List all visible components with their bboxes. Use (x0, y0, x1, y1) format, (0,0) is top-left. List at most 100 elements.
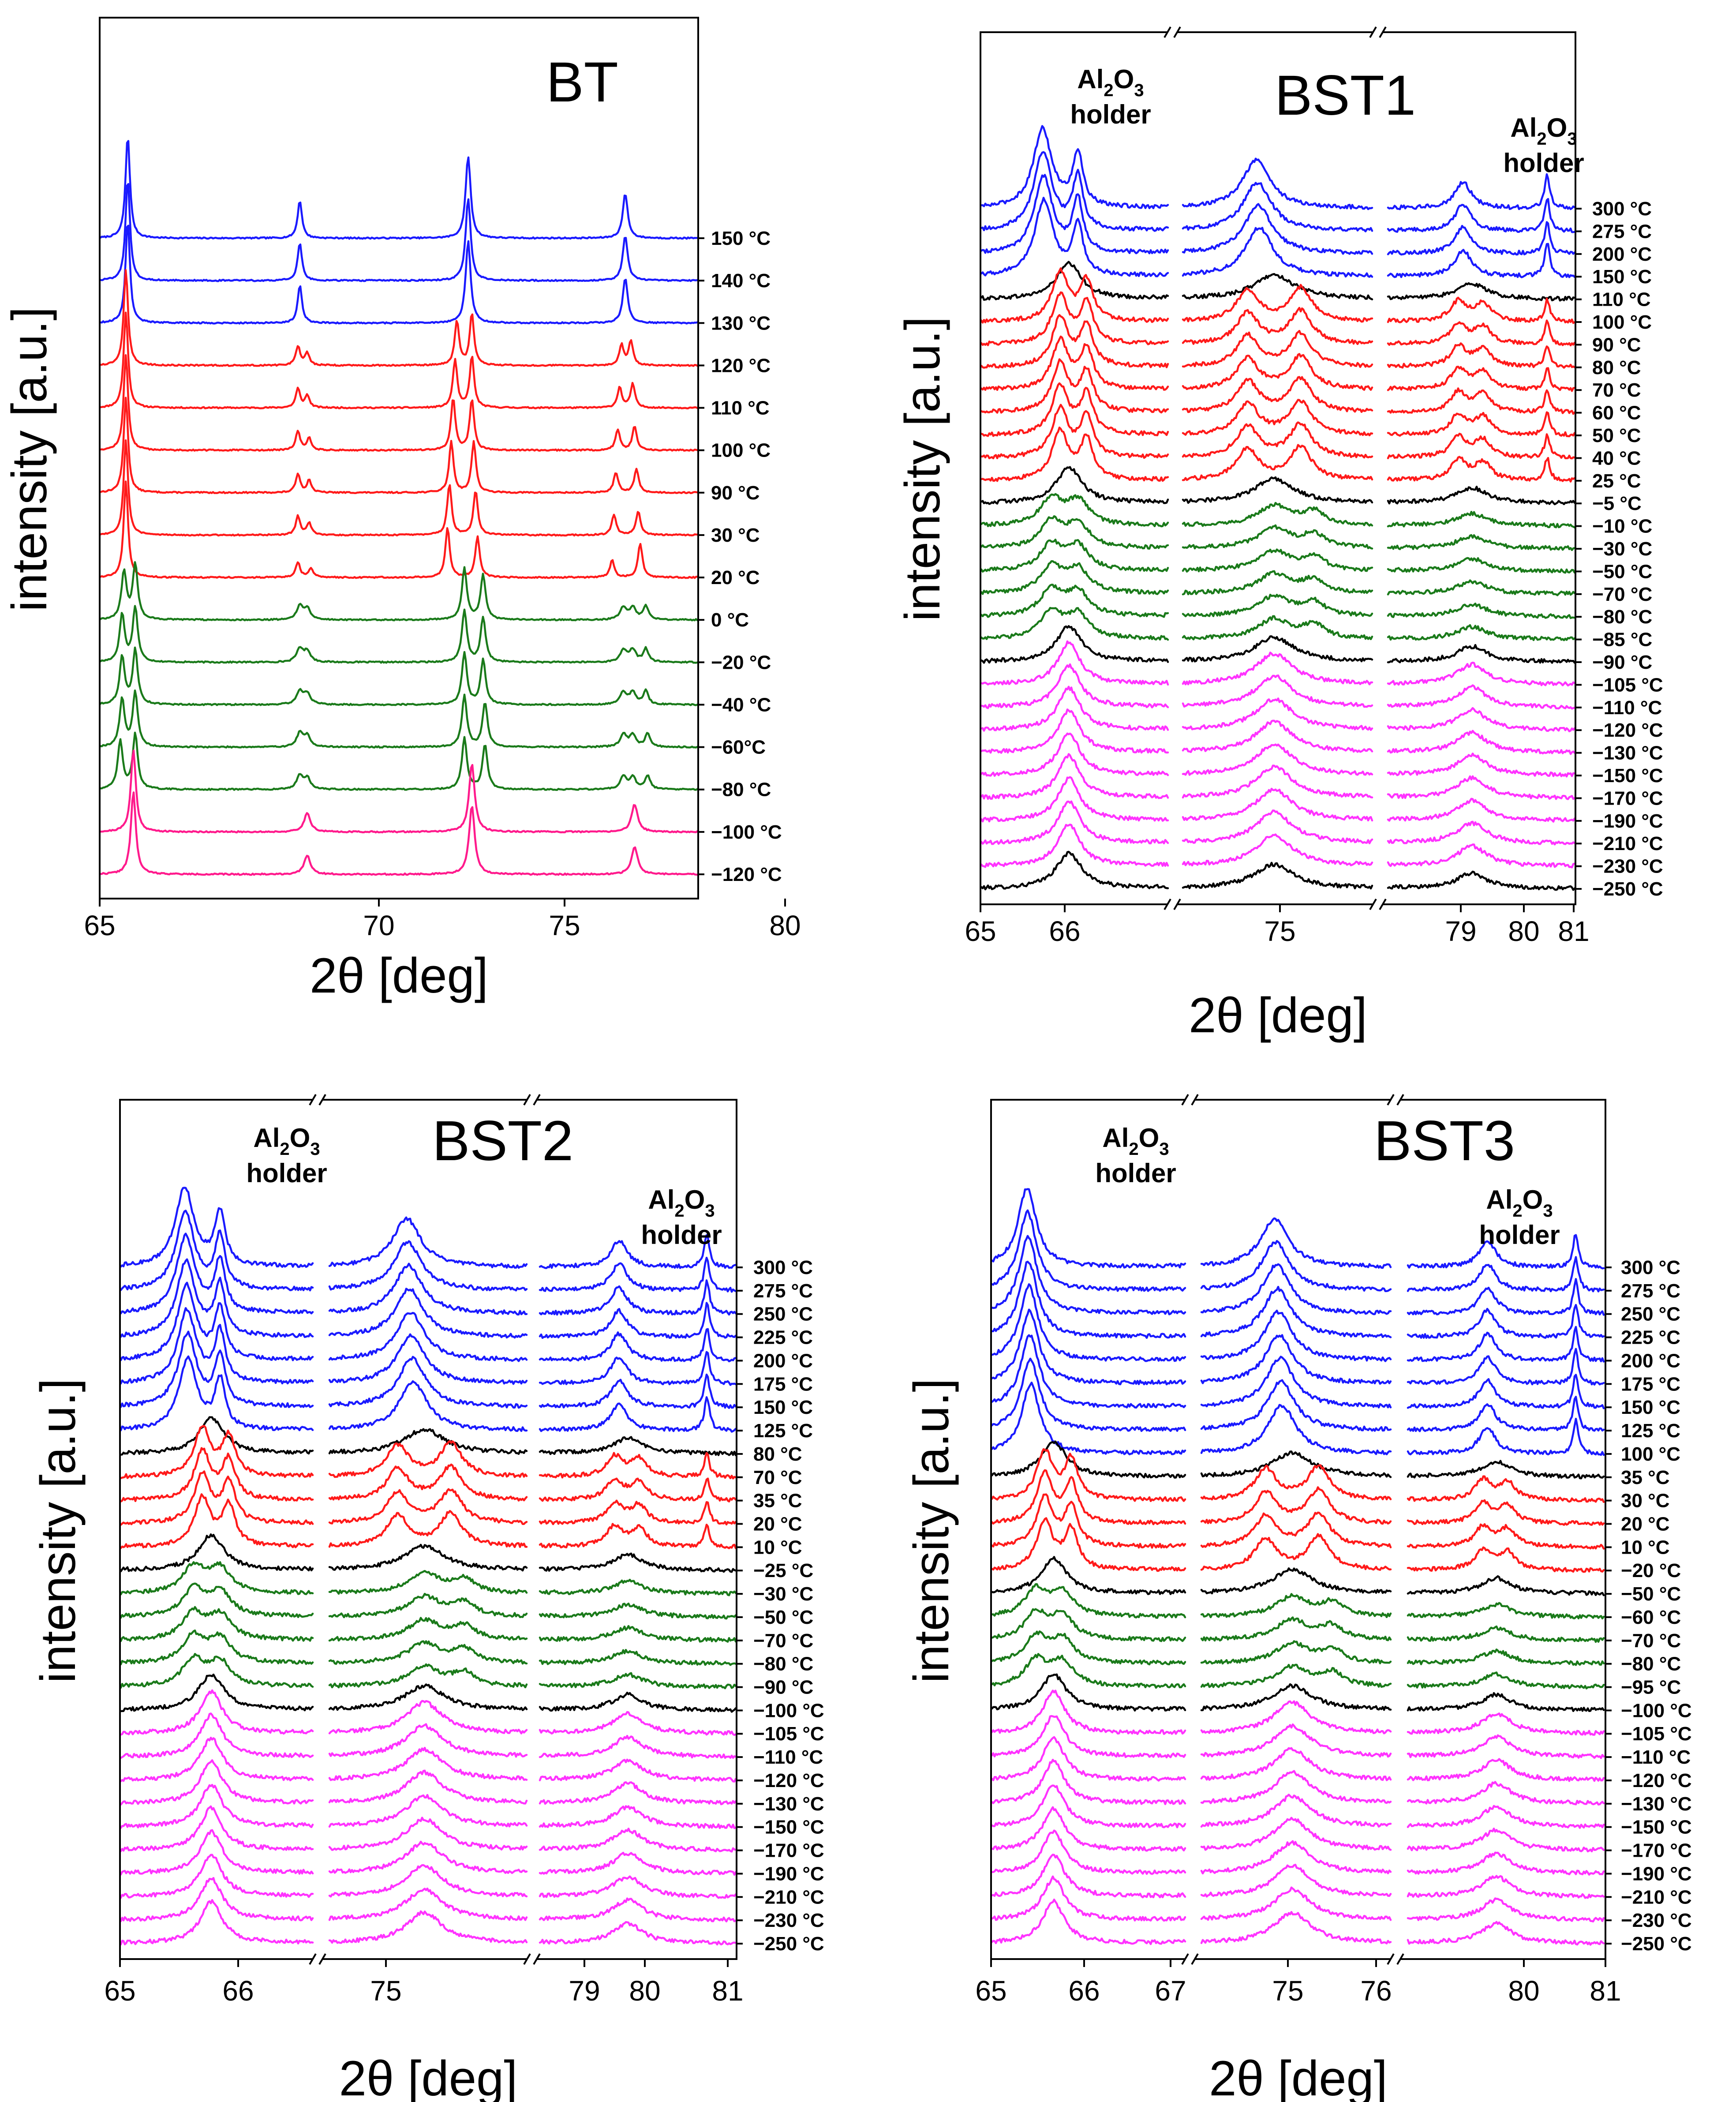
trace-7 (99, 397, 699, 495)
temperature-label: 140 °C (711, 270, 771, 292)
formula-part: 2 (1537, 129, 1546, 149)
temperature-label: 150 °C (1621, 1397, 1680, 1418)
trace-6 (99, 354, 699, 452)
temperature-label: 300 °C (753, 1257, 813, 1278)
axis-break-gap (1390, 1097, 1401, 1102)
temperature-label: 20 °C (1621, 1513, 1670, 1535)
trace-18 (991, 1630, 1605, 1666)
temperature-label: −25 °C (753, 1560, 813, 1581)
trace-28 (120, 1854, 737, 1899)
temperature-label: −50 °C (753, 1607, 813, 1628)
temperature-label: 125 °C (753, 1420, 813, 1442)
x-tick-label: 81 (712, 1975, 743, 2007)
trace-14 (980, 466, 1576, 506)
axis-break-mark (1181, 1953, 1199, 1965)
x-tick-label: 65 (104, 1975, 135, 2007)
trace-27 (991, 1829, 1605, 1876)
temperature-label: −110 °C (1621, 1746, 1691, 1768)
plot-frame (980, 31, 1576, 905)
temperature-label: −30 °C (753, 1583, 813, 1605)
formula-part: 2 (1512, 1201, 1522, 1221)
temperature-label: −210 °C (753, 1886, 824, 1908)
temperature-label: 90 °C (1592, 334, 1641, 356)
trace-1 (980, 125, 1576, 210)
axis-break-mark (1164, 898, 1181, 910)
temperature-label: 225 °C (1621, 1327, 1680, 1349)
temperature-label: −250 °C (753, 1933, 824, 1955)
temperature-label: −70 °C (1621, 1630, 1681, 1652)
holder-label: holder (1095, 1158, 1176, 1188)
temperature-label: 150 °C (1592, 266, 1652, 288)
trace-7 (980, 291, 1576, 347)
formula-part: 3 (310, 1139, 320, 1159)
x-tick-label: 70 (363, 910, 394, 941)
temperature-label: 40 °C (1592, 447, 1641, 469)
x-axis-title: 2θ [deg] (1209, 2051, 1388, 2102)
trace-9 (980, 335, 1576, 392)
al2o3-formula: Al2O3 (1077, 64, 1144, 100)
trace-26 (991, 1806, 1605, 1853)
panel-title: BST3 (1374, 1109, 1515, 1173)
formula-part: 2 (1129, 1139, 1138, 1159)
trace-10 (991, 1440, 1605, 1480)
trace-22 (991, 1715, 1605, 1759)
temperature-label: −80 °C (753, 1653, 813, 1675)
trace-3 (991, 1235, 1605, 1316)
trace-15 (99, 749, 699, 834)
trace-26 (980, 732, 1576, 778)
x-tick-label: 66 (1068, 1975, 1100, 2007)
formula-part: Al (1510, 113, 1537, 142)
axis-break-mark (1164, 26, 1181, 38)
trace-10 (99, 561, 699, 622)
temperature-label: 110 °C (1592, 289, 1651, 311)
temperature-label: 120 °C (711, 355, 771, 376)
formula-part: O (1139, 1123, 1160, 1153)
formula-part: Al (1077, 64, 1104, 94)
temperature-label: 30 °C (711, 525, 760, 546)
temperature-label: −80 °C (711, 779, 771, 801)
trace-2 (120, 1210, 737, 1293)
formula-part: O (1523, 1185, 1543, 1214)
axis-break-gap (312, 1956, 323, 1962)
temperature-label: −5 °C (1592, 493, 1642, 514)
temperature-label: −100 °C (753, 1700, 824, 1721)
trace-16 (980, 515, 1576, 551)
trace-12 (991, 1469, 1605, 1526)
temperature-label: −120 °C (1621, 1770, 1692, 1791)
temperature-label: −210 °C (1592, 833, 1663, 854)
formula-part: Al (1486, 1185, 1512, 1214)
temperature-label: −60°C (711, 737, 766, 758)
x-axis-title: 2θ [deg] (339, 2051, 518, 2102)
trace-20 (120, 1673, 737, 1713)
trace-15 (120, 1561, 737, 1596)
trace-16 (120, 1582, 737, 1620)
formula-part: 3 (1134, 81, 1144, 100)
x-tick-label: 76 (1360, 1975, 1392, 2007)
trace-20 (991, 1673, 1605, 1712)
temperature-label: 275 °C (753, 1280, 813, 1302)
holder-label: holder (246, 1158, 327, 1188)
temperature-label: −50 °C (1621, 1583, 1681, 1605)
temperature-label: −80 °C (1621, 1653, 1681, 1675)
temperature-label: −150 °C (1592, 765, 1663, 787)
trace-8 (980, 314, 1576, 369)
temperature-label: 60 °C (1592, 402, 1641, 424)
temperature-label: −105 °C (753, 1723, 824, 1745)
trace-10 (980, 358, 1576, 415)
temperature-label: 250 °C (753, 1304, 813, 1325)
temperature-label: −100 °C (1621, 1700, 1692, 1721)
trace-25 (120, 1784, 737, 1829)
x-tick-label: 80 (1508, 915, 1539, 947)
plot-frame (119, 1099, 737, 1960)
al2o3-formula: Al2O3 (1510, 113, 1577, 149)
temperature-label: −40 °C (711, 694, 771, 716)
axis-break-gap (1167, 30, 1178, 35)
x-tick-label: 80 (629, 1975, 660, 2007)
panel-title: BST2 (432, 1109, 573, 1173)
axis-break-gap (1167, 902, 1178, 907)
trace-18 (980, 560, 1576, 596)
temperature-label: 110 °C (711, 397, 770, 419)
temperature-label: −170 °C (1592, 787, 1663, 809)
formula-part: 2 (1104, 81, 1113, 100)
trace-17 (991, 1608, 1605, 1643)
